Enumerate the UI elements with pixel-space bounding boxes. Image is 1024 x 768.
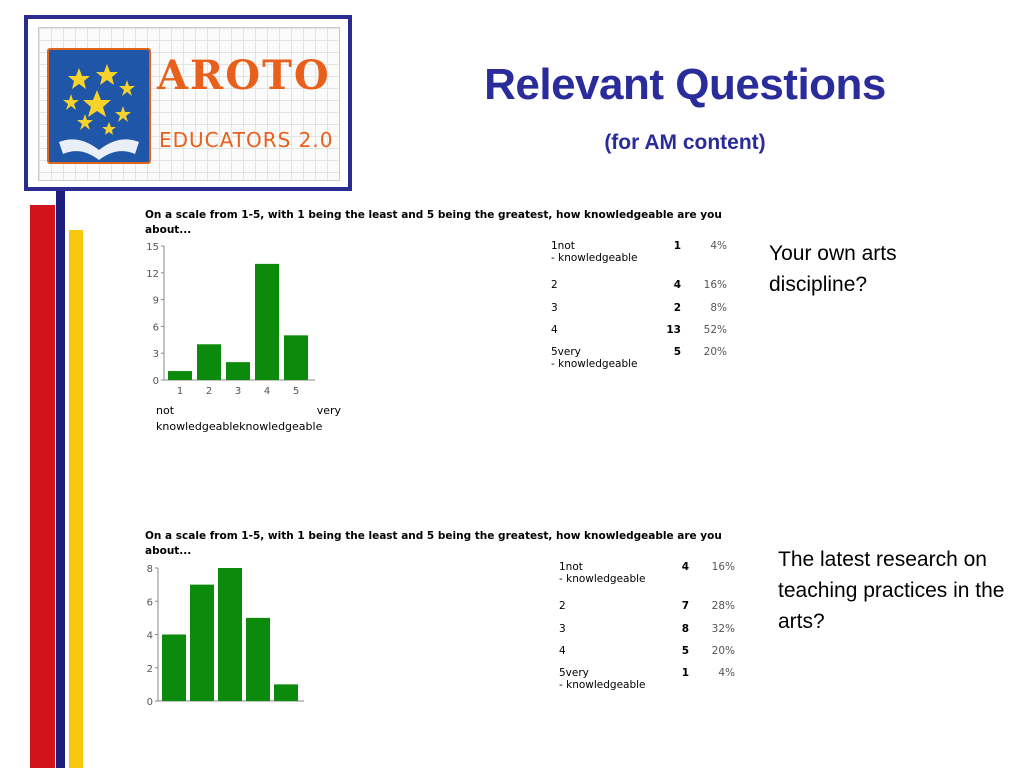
chart2-y-tick-label: 4 [147, 631, 153, 642]
chart1-table-label: 5very - knowledgeable [551, 346, 638, 370]
page-title: Relevant Questions [484, 60, 886, 109]
red-stripe [30, 205, 55, 768]
chart2-table-count: 7 [681, 600, 689, 612]
chart2-bar-3 [218, 568, 242, 701]
chart1-table-percent: 8% [710, 302, 727, 314]
chart1-table-count: 1 [673, 240, 681, 252]
chart2-table-count: 8 [681, 623, 689, 635]
chart2-table-label: 3 [559, 623, 566, 635]
chart1-table-percent: 20% [703, 346, 727, 358]
chart1-table-count: 2 [673, 302, 681, 314]
chart1-table-label: 4 [551, 324, 558, 336]
chart2-question: On a scale from 1-5, with 1 being the le… [145, 530, 722, 557]
chart2-table-label-sub: - knowledgeable [559, 573, 646, 585]
chart1-table-label-sub: - knowledgeable [551, 252, 638, 264]
stars-hands-emblem-icon [47, 48, 151, 164]
chart1-table-label: 2 [551, 279, 558, 291]
chart2-bar-4 [246, 617, 270, 701]
chart1-table-count: 13 [666, 324, 681, 336]
logo-frame: AROTO EDUCATORS 2.0 [24, 15, 352, 191]
chart2-table-count: 1 [681, 667, 689, 679]
chart1-scale-right: very [316, 404, 341, 417]
chart1-bar-1 [168, 371, 192, 380]
chart1-description: Your own arts discipline? [769, 242, 897, 296]
chart1-bar-5 [284, 335, 308, 380]
chart1-table-count: 5 [673, 346, 681, 358]
chart2-bar-1 [162, 634, 186, 701]
chart1-y-tick-label: 0 [153, 376, 159, 387]
logo-grid-background: AROTO EDUCATORS 2.0 [38, 27, 340, 181]
chart1-table-percent: 16% [703, 279, 727, 291]
chart1-table-label: 3 [551, 302, 558, 314]
navy-stripe [56, 188, 65, 768]
chart2-table-label-sub: - knowledgeable [559, 679, 646, 691]
chart2-table-percent: 20% [711, 645, 735, 657]
chart1-question: On a scale from 1-5, with 1 being the le… [145, 209, 722, 236]
chart1-y-tick-label: 12 [146, 269, 159, 280]
chart1-y-tick-label: 3 [153, 349, 159, 360]
chart2-table-count: 5 [681, 645, 689, 657]
chart2-y-tick-label: 8 [147, 564, 153, 575]
chart1-table-count: 4 [673, 279, 681, 291]
chart2-table-count: 4 [681, 561, 689, 573]
chart1-scale-left: not [156, 404, 175, 417]
logo-subtitle: EDUCATORS 2.0 [159, 128, 334, 152]
chart2-table-label: 1not - knowledgeable [559, 561, 646, 585]
chart1-y-tick-label: 6 [153, 322, 159, 333]
chart1-bar-3 [226, 362, 250, 380]
logo-wordmark: AROTO [157, 52, 331, 99]
chart2-description: The latest research on teaching practice… [778, 548, 1005, 633]
chart1-table-label-sub: - knowledgeable [551, 358, 638, 370]
chart2-y-tick-label: 0 [147, 697, 153, 708]
chart1-x-tick-label: 5 [293, 386, 299, 397]
chart2-bar-chart: 8 6 4 2 0 [147, 564, 304, 708]
chart2-y-tick-label: 2 [147, 664, 153, 675]
chart2-table-label: 4 [559, 645, 566, 657]
chart2-table-label: 2 [559, 600, 566, 612]
page-subtitle: (for AM content) [604, 131, 766, 154]
chart2-table-percent: 16% [711, 561, 735, 573]
chart2-table-percent: 32% [711, 623, 735, 635]
chart2-bar-2 [190, 584, 214, 701]
chart1-y-tick-label: 15 [146, 242, 159, 253]
chart2-table-percent: 28% [711, 600, 735, 612]
chart1-bar-4 [255, 263, 279, 380]
chart2-bar-5 [274, 684, 298, 701]
chart1-y-tick-label: 9 [153, 296, 159, 307]
chart2-y-tick-label: 6 [147, 597, 153, 608]
chart2-table-percent: 4% [718, 667, 735, 679]
chart1-table-percent: 52% [703, 324, 727, 336]
yellow-stripe [69, 230, 83, 768]
chart1-x-tick-label: 2 [206, 386, 212, 397]
chart1-x-tick-label: 1 [177, 386, 183, 397]
chart1-bar-2 [197, 344, 221, 380]
chart2-table-label: 5very - knowledgeable [559, 667, 646, 691]
chart1-table-label: 1not - knowledgeable [551, 240, 638, 264]
chart1-scale-bottom: knowledgeableknowledgeable [156, 420, 323, 433]
chart1-table-percent: 4% [710, 240, 727, 252]
chart1-x-tick-label: 3 [235, 386, 241, 397]
chart1-x-tick-label: 4 [264, 386, 270, 397]
